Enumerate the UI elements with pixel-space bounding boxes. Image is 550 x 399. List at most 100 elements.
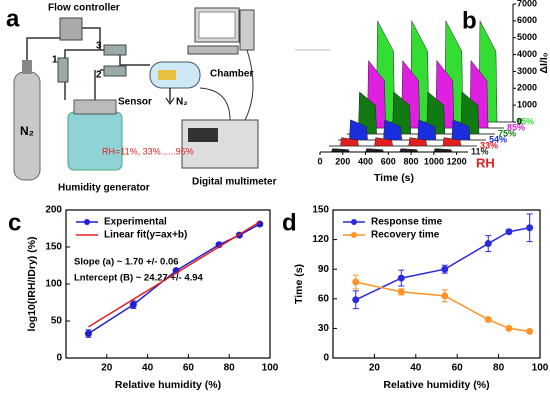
- setup-diagram: a Flow controller N₂ 1 3 2 Chamber Senso…: [6, 3, 330, 194]
- label: 3: [96, 41, 102, 52]
- y-tick-label: 150: [312, 205, 329, 216]
- x-tick-label: 1000: [424, 156, 444, 166]
- y-tick-label: 90: [318, 264, 330, 275]
- x-tick-label: 0: [317, 156, 322, 166]
- y-tick-label: 150: [45, 242, 62, 253]
- flow-controller: [59, 17, 83, 41]
- plot-frame: [332, 209, 541, 359]
- series-label: 75%: [498, 128, 516, 138]
- series-label: 33%: [480, 140, 498, 150]
- data-point: [526, 327, 534, 335]
- x-tick-label: 20: [369, 363, 381, 374]
- bottle-cap: [73, 99, 117, 115]
- data-point: [441, 265, 449, 273]
- x-tick-label: 800: [404, 156, 419, 166]
- pc-tower: [239, 9, 255, 51]
- data-point: [397, 288, 405, 296]
- sensor: [158, 70, 176, 80]
- series-line: [355, 227, 530, 301]
- data-point: [352, 296, 360, 304]
- outlet-arrow-head: [165, 97, 175, 105]
- x-tick-label: 1200: [447, 156, 467, 166]
- y-tick-label: 6000: [517, 15, 537, 25]
- y-tick-label: 200: [45, 205, 62, 216]
- legend-label: Experimental: [104, 217, 167, 228]
- y-tick-label: 5000: [517, 32, 537, 42]
- legend-label: Recovery time: [371, 230, 440, 241]
- data-point: [397, 274, 405, 282]
- data-point: [505, 324, 513, 332]
- legend-marker: [351, 232, 357, 238]
- z-axis-title: RH: [476, 155, 495, 170]
- data-point: [84, 330, 92, 338]
- cylinder-valve: [22, 60, 32, 74]
- response-area: [320, 148, 468, 153]
- data-point: [505, 228, 513, 236]
- legend-marker: [84, 219, 90, 225]
- label: Humidity generator: [58, 183, 150, 194]
- y-tick-label: 3000: [517, 66, 537, 76]
- label: 2: [96, 70, 102, 81]
- multimeter: [181, 119, 259, 169]
- series-label: 54%: [489, 134, 507, 144]
- x-tick-label: 60: [183, 363, 195, 374]
- y-tick-label: 0: [56, 353, 62, 364]
- x-tick-label: 100: [262, 363, 279, 374]
- x-tick-label: 200: [335, 156, 350, 166]
- x-tick-label: 60: [452, 363, 464, 374]
- pipes: [26, 27, 150, 100]
- y-tick-label: 0: [517, 116, 522, 126]
- x-axis-title: Time (s): [374, 172, 414, 184]
- cables: [199, 49, 254, 121]
- valve: [103, 65, 127, 77]
- x-tick-label: 80: [224, 363, 236, 374]
- series-label: 95%: [516, 116, 534, 126]
- series-line: [88, 221, 261, 328]
- data-point: [441, 292, 449, 300]
- y-tick-label: 7000: [517, 0, 537, 8]
- y-tick-label: 120: [312, 234, 329, 245]
- label: Flow controller: [48, 3, 120, 14]
- annotation: Slope (a) ~ 1.70 +/- 0.06: [74, 257, 179, 268]
- label: N₂: [20, 124, 34, 138]
- panel-label: c: [8, 209, 21, 236]
- x-tick-label: 20: [101, 363, 113, 374]
- x-tick-label: 40: [410, 363, 422, 374]
- x-axis-title: Relative humidity (%): [383, 379, 489, 391]
- y-tick-label: 4000: [517, 49, 537, 59]
- response-area: [329, 137, 477, 147]
- label: Digital multimeter: [192, 177, 277, 188]
- panel-label: d: [282, 209, 297, 236]
- label: Sensor: [118, 97, 152, 108]
- panel-label: b: [462, 7, 477, 34]
- label: N₂: [176, 97, 188, 108]
- data-point: [484, 316, 492, 324]
- humidity-bottle: [67, 111, 123, 171]
- data-point: [526, 224, 534, 232]
- label: 1: [52, 55, 58, 66]
- legend-marker: [351, 219, 357, 225]
- data-point: [484, 240, 492, 248]
- data-point: [352, 278, 360, 286]
- label: RH=11%, 33%......95%: [102, 146, 194, 156]
- x-tick-label: 40: [142, 363, 154, 374]
- y-tick-label: 2000: [517, 83, 537, 93]
- label: Chamber: [210, 69, 253, 80]
- legend-label: Response time: [371, 217, 443, 228]
- y-tick-label: 30: [318, 323, 330, 334]
- keyboard: [187, 45, 239, 55]
- multimeter-display: [188, 128, 218, 142]
- series-line: [88, 223, 261, 335]
- annotation: Lntercept (B) ~ 24.27 +/- 4.94: [74, 273, 204, 284]
- x-tick-label: 400: [358, 156, 373, 166]
- data-point: [129, 301, 137, 309]
- series-label: 11%: [471, 146, 489, 156]
- legend-label: Linear fit(y=ax+b): [104, 230, 187, 241]
- series-label: 85%: [507, 122, 525, 132]
- panel-label: a: [6, 5, 20, 32]
- x-axis-title: Relative humidity (%): [115, 379, 221, 391]
- y-tick-label: 1000: [517, 100, 537, 110]
- y-axis-title: ΔI/I₀: [538, 52, 550, 73]
